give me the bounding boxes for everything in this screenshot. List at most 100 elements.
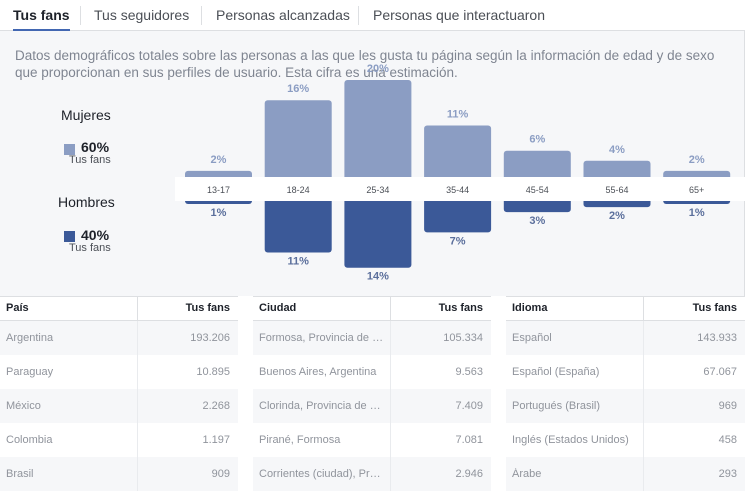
city-fans-cell: 7.081 — [455, 434, 483, 446]
bar-men[interactable] — [344, 197, 412, 268]
city-name-cell: Clorinda, Provincia de … — [259, 400, 381, 412]
bar-men-label: 11% — [287, 256, 309, 268]
city-fans-cell: 105.334 — [443, 332, 483, 344]
country-fans-cell: 1.197 — [202, 434, 230, 446]
country-fans-cell: 193.206 — [190, 332, 230, 344]
city-table: Ciudad Tus fans Formosa, Provincia de … 1… — [253, 296, 491, 500]
bar-women[interactable] — [503, 150, 571, 181]
column-divider — [390, 457, 391, 491]
city-fans-cell: 9.563 — [455, 366, 483, 378]
country-table-header: País Tus fans — [0, 297, 238, 321]
legend-women-pct: 60% — [81, 139, 110, 155]
table-row: Español (España) 67.067 — [506, 355, 745, 389]
city-name-cell: Pirané, Formosa — [259, 434, 341, 446]
column-divider — [390, 321, 391, 355]
column-divider — [137, 423, 138, 457]
tab-divider — [201, 6, 202, 25]
bar-women[interactable] — [424, 125, 492, 181]
country-name-cell: Paraguay — [6, 366, 54, 378]
bar-women[interactable] — [344, 80, 412, 181]
bar-women-label: 16% — [287, 83, 309, 95]
tab-tus-seguidores[interactable]: Tus seguidores — [94, 7, 190, 23]
legend-men-title: Hombres — [58, 194, 115, 210]
table-row: Inglés (Estados Unidos) 458 — [506, 423, 745, 457]
language-name-cell: Árabe — [512, 468, 542, 480]
column-divider — [137, 389, 138, 423]
bar-men[interactable] — [264, 197, 332, 253]
table-row: Español 143.933 — [506, 321, 745, 355]
tab-personas-que-interactuaron[interactable]: Personas que interactuaron — [373, 7, 545, 23]
bar-men-label: 14% — [367, 271, 389, 283]
language-fans-cell: 293 — [718, 468, 737, 480]
bar-men-label: 7% — [450, 235, 466, 247]
language-fans-cell: 458 — [718, 434, 737, 446]
city-fans-cell: 7.409 — [455, 400, 483, 412]
language-name-cell: Portugués (Brasil) — [512, 400, 601, 412]
country-name-cell: México — [6, 400, 41, 412]
column-divider — [137, 297, 138, 321]
column-divider — [390, 355, 391, 389]
bar-men-label: 3% — [529, 215, 545, 227]
legend-men-pct: 40% — [81, 227, 110, 243]
bar-women-label: 2% — [689, 154, 705, 166]
language-fans-cell: 143.933 — [697, 332, 737, 344]
column-divider — [643, 321, 644, 355]
bar-women[interactable] — [583, 160, 651, 181]
bar-women-label: 20% — [367, 63, 389, 75]
bar-women[interactable] — [264, 100, 332, 181]
table-row: Corrientes (ciudad), Pr… 2.946 — [253, 457, 491, 491]
language-table: Idioma Tus fans Español 143.933 Español (E… — [506, 296, 745, 500]
age-tick-label: 18-24 — [287, 185, 310, 195]
city-header-fans: Tus fans — [438, 302, 483, 314]
language-fans-cell: 969 — [718, 400, 737, 412]
table-row: México 2.268 — [0, 389, 238, 423]
table-gap — [238, 296, 254, 500]
column-divider — [137, 355, 138, 389]
bar-men-label: 2% — [609, 210, 625, 222]
legend-women-swatch — [64, 144, 75, 155]
country-header-label: País — [6, 302, 29, 314]
legend-women-title: Mujeres — [61, 107, 111, 123]
table-row: Buenos Aires, Argentina 9.563 — [253, 355, 491, 389]
language-name-cell: Inglés (Estados Unidos) — [512, 434, 629, 446]
country-name-cell: Argentina — [6, 332, 54, 344]
language-header-label: Idioma — [512, 302, 548, 314]
country-fans-cell: 2.268 — [202, 400, 230, 412]
legend-women-sub: Tus fans — [69, 154, 111, 166]
age-axis-band-overlay — [175, 177, 745, 201]
legend-men-swatch — [64, 231, 75, 242]
table-row: Formosa, Provincia de … 105.334 — [253, 321, 491, 355]
city-name-cell: Corrientes (ciudad), Pr… — [259, 468, 381, 480]
table-row: Clorinda, Provincia de … 7.409 — [253, 389, 491, 423]
age-tick-label: 65+ — [689, 185, 704, 195]
column-divider — [137, 457, 138, 491]
language-name-cell: Español (España) — [512, 366, 600, 378]
table-row: Argentina 193.206 — [0, 321, 238, 355]
country-name-cell: Brasil — [6, 468, 34, 480]
column-divider — [643, 389, 644, 423]
column-divider — [137, 321, 138, 355]
demographics-description: Datos demográficos totales sobre las per… — [15, 48, 715, 80]
column-divider — [643, 297, 644, 321]
demographics-panel: Datos demográficos totales sobre las per… — [0, 31, 745, 296]
age-tick-label: 45-54 — [526, 185, 549, 195]
column-divider — [643, 355, 644, 389]
tab-tus-fans[interactable]: Tus fans — [13, 0, 70, 32]
city-name-cell: Formosa, Provincia de … — [259, 332, 384, 344]
age-tick-label: 55-64 — [605, 185, 628, 195]
tab-personas-alcanzadas[interactable]: Personas alcanzadas — [216, 7, 350, 23]
legend-men-sub: Tus fans — [69, 242, 111, 254]
tab-divider — [80, 6, 81, 25]
language-header-fans: Tus fans — [692, 302, 737, 314]
column-divider — [643, 423, 644, 457]
city-table-header: Ciudad Tus fans — [253, 297, 491, 321]
bar-men[interactable] — [424, 197, 492, 233]
table-row: Árabe 293 — [506, 457, 745, 491]
table-row: Brasil 909 — [0, 457, 238, 491]
city-header-label: Ciudad — [259, 302, 297, 314]
bar-women-label: 2% — [211, 154, 227, 166]
city-fans-cell: 2.946 — [455, 468, 483, 480]
tab-divider — [358, 6, 359, 25]
bar-women-label: 4% — [609, 144, 625, 156]
bar-women-label: 11% — [447, 108, 469, 120]
